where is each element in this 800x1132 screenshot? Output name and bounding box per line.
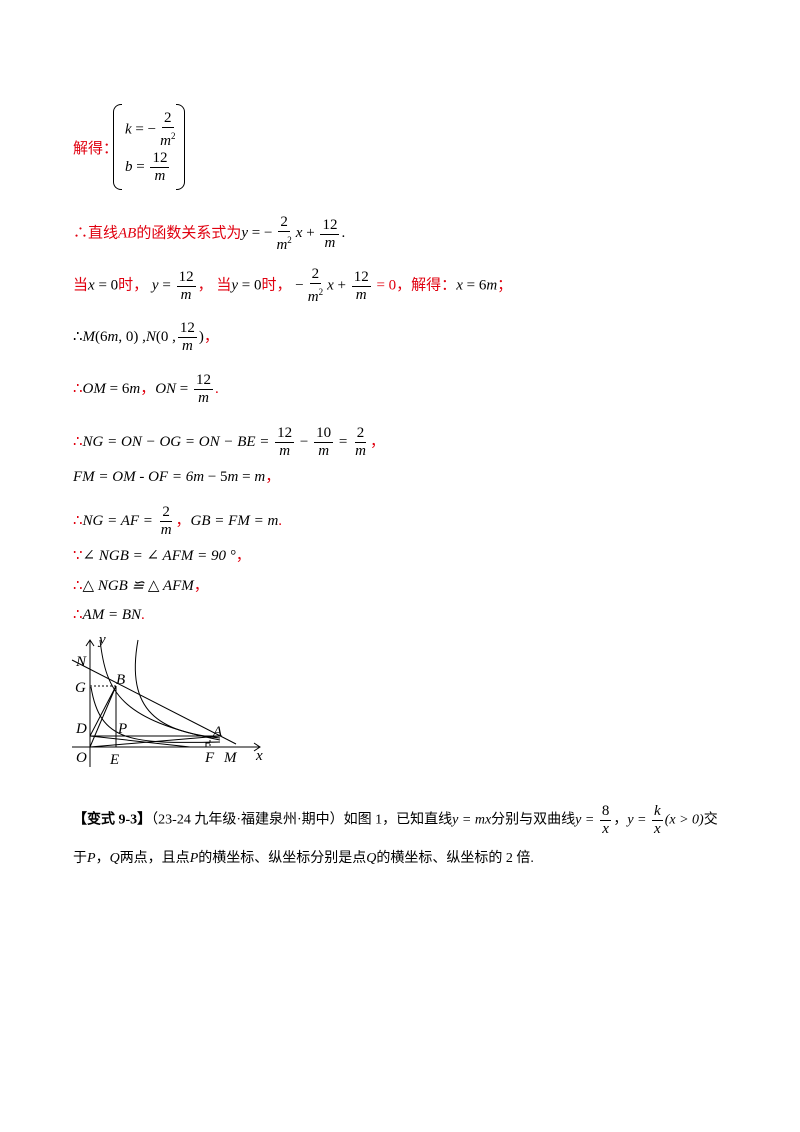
line-nm bbox=[71, 659, 237, 745]
label-p: P bbox=[117, 721, 127, 737]
label-b: B bbox=[116, 672, 125, 688]
segment-d-f bbox=[89, 735, 191, 748]
variant-line-1: 【变式 9-3】（23-24 九年级·福建泉州·期中）如图 1，已知直线y = … bbox=[73, 803, 718, 837]
ng-af-line: ∴NG = AF = 2 m ，GB = FM = m. bbox=[73, 504, 283, 538]
line-ab-equation: ∴直线AB的函数关系式为y = −2 m2 x + 12 m. bbox=[73, 214, 346, 253]
variant-line-2: 于P，Q两点，且点P的横坐标、纵坐标分别是点Q的横坐标、纵坐标的 2 倍. bbox=[73, 851, 534, 866]
solve-label: 解得： bbox=[73, 141, 119, 157]
variant-tag: 【变式 9-3】 bbox=[73, 812, 152, 828]
left-brace bbox=[113, 104, 122, 190]
label-g: G bbox=[75, 680, 86, 696]
label-n: N bbox=[75, 654, 87, 670]
equation-system: k = −2 m2 b = 12 m bbox=[113, 104, 185, 190]
congruence-line: ∴△ NGB ≌ △ AFM， bbox=[73, 578, 209, 594]
label-e: E bbox=[109, 752, 119, 768]
right-angle-mark bbox=[205, 742, 210, 747]
om-on-line: ∴OM = 6m，ON = 12 m. bbox=[73, 372, 219, 406]
label-x-axis: x bbox=[255, 748, 263, 764]
segment-oa bbox=[89, 735, 221, 748]
system-row-k: k = −2 m2 bbox=[125, 110, 176, 149]
system-row-b: b = 12 m bbox=[125, 150, 170, 184]
x-axis-arrow bbox=[253, 742, 261, 752]
hyperbola-inner bbox=[90, 686, 221, 743]
fm-calculation-line: FM = OM - OF = 6m − 5m = m， bbox=[73, 469, 281, 485]
am-bn-line: ∴AM = BN. bbox=[73, 607, 145, 623]
angle-line: ∵∠ NGB = ∠ AFM = 90 °， bbox=[73, 548, 251, 564]
segment-db bbox=[89, 685, 117, 737]
points-mn-line: ∴M(6m, 0) ,N(0 , 12 m)， bbox=[73, 320, 219, 354]
label-f: F bbox=[204, 750, 215, 766]
y-axis-arrow bbox=[85, 639, 95, 647]
label-a: A bbox=[212, 724, 223, 740]
label-y-axis: y bbox=[97, 632, 106, 648]
geometry-figure: y x N G B D P A O E F M bbox=[71, 632, 263, 768]
label-m: M bbox=[223, 750, 238, 766]
intercepts-line: 当x = 0时， y = 12 m， 当y = 0时， −2 m2 x + 12 m =… bbox=[73, 266, 513, 305]
hyperbola-right bbox=[134, 639, 221, 739]
label-d: D bbox=[75, 721, 87, 737]
label-o: O bbox=[76, 750, 87, 766]
